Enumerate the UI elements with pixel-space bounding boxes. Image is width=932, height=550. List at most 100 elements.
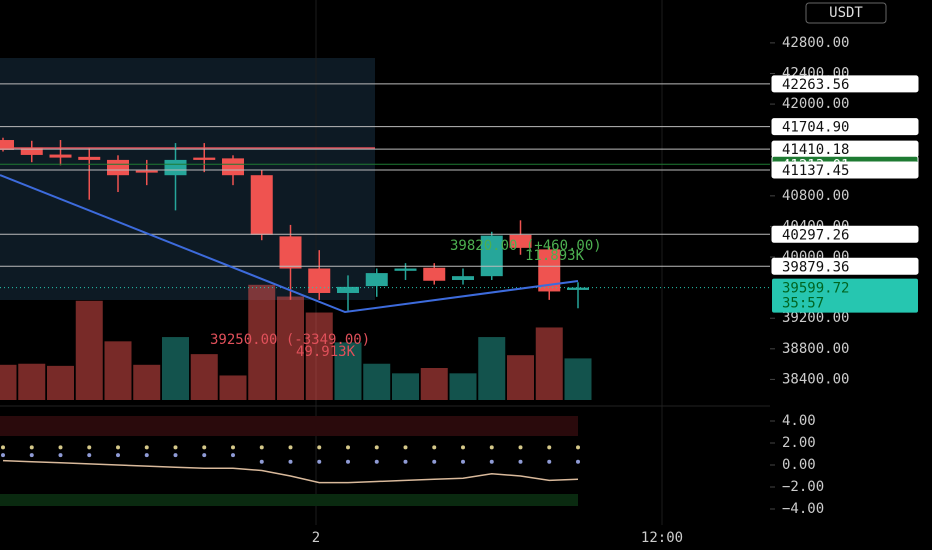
indicator-dot — [259, 459, 264, 464]
volume-bar — [18, 363, 46, 400]
volume-bar — [507, 355, 534, 400]
volume-bar — [392, 373, 419, 400]
price-label: 42263.56 — [782, 77, 849, 93]
volume-bar — [305, 312, 333, 400]
volume-bar — [449, 373, 477, 400]
indicator-dot — [403, 445, 408, 450]
price-label-box — [771, 225, 919, 243]
indicator-dot — [259, 445, 264, 450]
indicator-dot — [1, 453, 5, 458]
candle-body — [567, 287, 589, 290]
volume-bar — [190, 354, 218, 400]
candle-body — [78, 156, 101, 160]
volume-bar — [47, 365, 74, 400]
y-tick-label: 42800.00 — [782, 35, 849, 51]
indicator-tick-label: −2.00 — [782, 479, 824, 495]
annotation: 39250.00 (-3349.00) — [210, 332, 370, 348]
last-price: 39599.72 — [782, 281, 849, 297]
indicator-dot — [461, 445, 465, 450]
indicator-dot — [87, 453, 92, 458]
indicator-dot — [346, 445, 350, 450]
indicator-dot — [231, 445, 235, 450]
indicator-tick-label: 4.00 — [782, 413, 816, 429]
candle-body — [193, 157, 216, 160]
indicator-dot — [29, 453, 34, 458]
volume-bar — [334, 342, 362, 400]
indicator-dot — [317, 459, 322, 464]
indicator-dot — [547, 459, 552, 464]
candle-body — [452, 276, 474, 280]
axis: 42800.0042400.0042000.0040800.0040400.00… — [770, 35, 919, 517]
indicator-band — [0, 494, 578, 506]
indicator-dot — [518, 459, 523, 464]
volume-bar — [363, 363, 391, 400]
indicator-dot — [29, 445, 34, 450]
candle-body — [365, 273, 388, 287]
volume-bar — [75, 300, 103, 400]
candle-body — [423, 267, 446, 281]
candle-body — [49, 154, 72, 158]
indicator-dot — [58, 445, 63, 450]
indicator-dot — [374, 459, 379, 464]
volume-bar — [420, 368, 448, 400]
candle-body — [308, 268, 331, 293]
highlight-zone — [0, 58, 375, 300]
annotation: 11.893K — [525, 248, 585, 264]
candle-body — [135, 170, 158, 173]
volume-bar — [277, 296, 304, 400]
volume-bar — [219, 375, 247, 400]
indicator-dot — [547, 445, 552, 450]
indicator-dot — [1, 445, 5, 450]
price-label: 39879.36 — [782, 259, 849, 275]
indicator-tick-label: 2.00 — [782, 435, 816, 451]
candle-body — [279, 236, 302, 269]
price-label: 41137.45 — [782, 163, 849, 179]
countdown: 35:57 — [782, 296, 824, 312]
candle-body — [394, 268, 417, 271]
indicator-dot — [202, 445, 207, 450]
indicator-dot — [202, 453, 207, 458]
price-label-box — [771, 118, 919, 136]
price-label: 40297.26 — [782, 227, 849, 243]
volume-bar — [535, 327, 563, 400]
candle-body — [107, 159, 129, 176]
indicator-tick-label: −4.00 — [782, 501, 824, 517]
candle-body — [538, 249, 561, 292]
candle-body — [337, 286, 359, 293]
indicator-dot — [58, 453, 63, 458]
indicator-dot — [288, 459, 293, 464]
y-tick-label: 38400.00 — [782, 371, 849, 387]
x-label: 2 — [312, 530, 320, 546]
x-label: 12:00 — [641, 530, 683, 546]
trend-line — [0, 174, 579, 314]
indicator-dot — [489, 445, 494, 450]
y-tick-label: 38800.00 — [782, 341, 849, 357]
indicator-dot — [173, 453, 178, 458]
indicator-dot — [461, 459, 465, 464]
volume-bar — [0, 364, 17, 400]
volume-bar — [133, 364, 161, 400]
indicator-dot — [403, 459, 408, 464]
candle-body — [250, 175, 273, 235]
y-tick-label: 39200.00 — [782, 310, 849, 326]
y-tick-label: 40800.00 — [782, 188, 849, 204]
volume-bar — [564, 358, 592, 400]
price-label-box — [771, 257, 919, 275]
volume-bar — [104, 341, 132, 400]
price-label: 41410.18 — [782, 142, 849, 158]
price-label-box — [771, 75, 919, 93]
candle-body — [164, 159, 187, 176]
volume-bar — [162, 337, 189, 400]
indicator-dot — [346, 459, 350, 464]
last-price-box — [772, 278, 918, 313]
indicator-dot — [489, 459, 494, 464]
candle-body — [222, 158, 244, 176]
currency: USDT — [829, 5, 863, 21]
indicator-dot — [374, 445, 379, 450]
indicator-dot — [116, 453, 120, 458]
price-label-box — [771, 161, 919, 179]
indicator-dot — [432, 445, 437, 450]
indicator-dot — [518, 445, 523, 450]
